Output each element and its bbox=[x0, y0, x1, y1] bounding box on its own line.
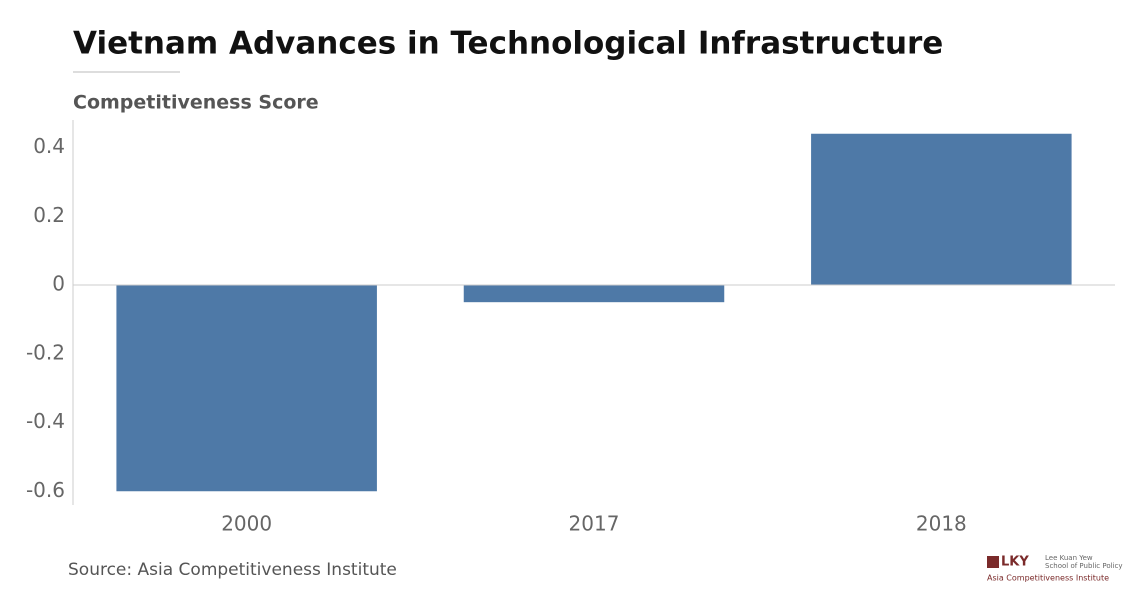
x-tick-label: 2000 bbox=[221, 512, 272, 536]
logo-text: Asia Competitiveness Institute bbox=[987, 574, 1109, 583]
y-tick-label: 0 bbox=[52, 272, 65, 296]
y-tick-label: -0.2 bbox=[26, 340, 65, 364]
logo-text: School of Public Policy bbox=[1045, 562, 1123, 570]
y-tick-label: -0.6 bbox=[26, 478, 65, 502]
y-tick-label: 0.2 bbox=[33, 203, 65, 227]
logo: LKY Lee Kuan Yew School of Public Policy… bbox=[987, 554, 1123, 583]
bar bbox=[116, 285, 377, 492]
bar bbox=[463, 285, 725, 303]
bar bbox=[811, 133, 1072, 285]
logo-mark: LKY bbox=[1001, 555, 1029, 570]
x-tick-label: 2017 bbox=[569, 512, 620, 536]
chart-title: Vietnam Advances in Technological Infras… bbox=[73, 26, 943, 62]
logo-box bbox=[987, 556, 999, 568]
source: Source: Asia Competitiveness Institute bbox=[68, 560, 397, 580]
y-tick-label: 0.4 bbox=[33, 134, 65, 158]
logo-text: Lee Kuan Yew bbox=[1045, 554, 1093, 562]
x-tick-label: 2018 bbox=[916, 512, 967, 536]
y-tick-label: -0.4 bbox=[26, 409, 65, 433]
axis-title: Competitiveness Score bbox=[73, 92, 319, 114]
